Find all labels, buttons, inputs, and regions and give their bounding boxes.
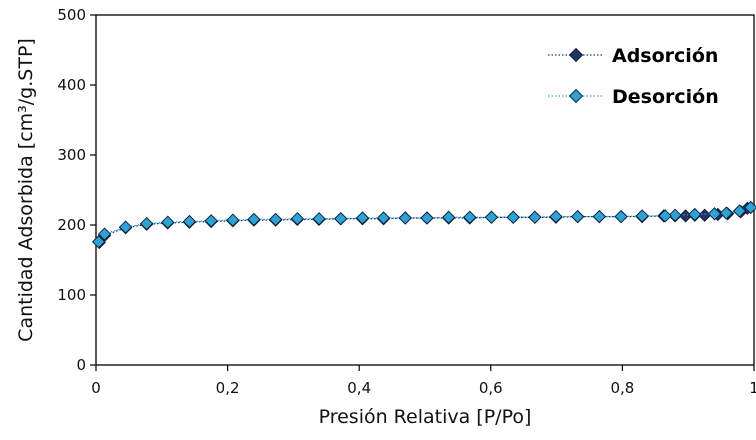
- y-tick-label: 0: [76, 356, 86, 374]
- x-tick-label: 0,4: [347, 379, 371, 397]
- series-line: [98, 206, 751, 243]
- data-point: [97, 227, 112, 241]
- series-1: [91, 200, 756, 249]
- y-tick-label: 400: [57, 76, 86, 94]
- legend-label: Adsorción: [612, 45, 718, 67]
- data-point: [688, 207, 702, 222]
- data-point: [635, 209, 649, 223]
- x-axis-title: Presión Relativa [P/Po]: [319, 406, 532, 428]
- x-tick-label: 1: [749, 379, 756, 397]
- legend-item: Desorción: [548, 86, 719, 108]
- legend-marker: [568, 47, 584, 63]
- legend-item: Adsorción: [548, 45, 718, 67]
- data-point: [140, 216, 154, 231]
- data-point: [732, 204, 747, 218]
- x-tick-label: 0,2: [216, 379, 240, 397]
- legend-marker: [568, 88, 584, 104]
- data-point: [204, 214, 218, 228]
- data-point: [719, 206, 734, 220]
- data-point: [744, 200, 756, 215]
- x-tick-label: 0,6: [479, 379, 503, 397]
- data-point: [668, 208, 682, 222]
- data-point: [658, 209, 672, 223]
- series-line: [98, 207, 748, 243]
- data-point: [118, 220, 133, 234]
- data-point: [247, 212, 261, 227]
- x-tick-label: 0,8: [610, 379, 634, 397]
- data-point: [442, 210, 456, 224]
- data-point: [571, 209, 585, 224]
- data-point: [226, 213, 240, 227]
- data-point: [312, 212, 326, 226]
- plot-frame: [95, 14, 755, 366]
- y-tick-label: 300: [57, 146, 86, 164]
- data-point: [463, 210, 477, 224]
- data-point: [614, 209, 628, 224]
- data-point: [290, 212, 304, 226]
- data-point: [528, 210, 542, 224]
- data-point: [161, 215, 175, 229]
- data-point: [420, 211, 434, 225]
- legend-label: Desorción: [612, 86, 719, 108]
- data-point: [592, 209, 607, 224]
- data-point: [376, 211, 391, 225]
- data-point: [182, 214, 197, 229]
- data-point: [549, 209, 563, 224]
- data-point: [506, 210, 520, 224]
- data-point: [334, 212, 348, 226]
- series-0: [92, 201, 755, 250]
- x-tick-label: 0: [91, 379, 101, 397]
- data-point: [355, 211, 370, 225]
- y-axis-title: Cantidad Adsorbida [cm³/g.STP]: [15, 38, 37, 342]
- data-point: [91, 235, 106, 249]
- data-point: [484, 210, 499, 224]
- data-point: [707, 207, 722, 221]
- data-point: [398, 211, 412, 225]
- y-tick-label: 200: [57, 216, 86, 234]
- y-tick-label: 100: [57, 286, 86, 304]
- y-tick-label: 500: [57, 6, 86, 24]
- data-point: [268, 212, 283, 227]
